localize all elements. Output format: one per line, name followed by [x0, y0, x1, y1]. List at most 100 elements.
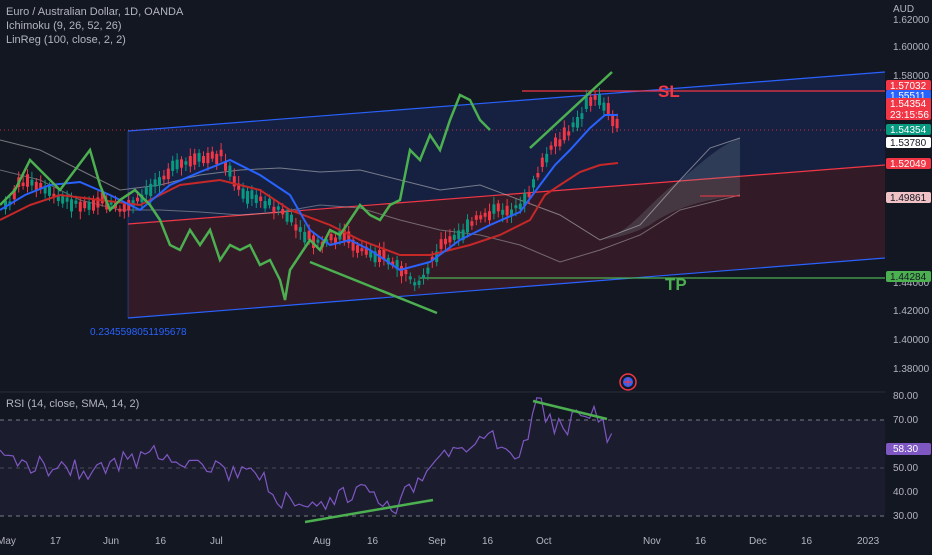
- candle-body: [109, 201, 113, 205]
- price-tag[interactable]: 1.44284: [886, 271, 931, 283]
- candle-body: [448, 236, 452, 243]
- candle-body: [39, 182, 43, 190]
- indicator-linreg-label[interactable]: LinReg (100, close, 2, 2): [6, 34, 126, 46]
- candle-body: [576, 117, 579, 128]
- candle-body: [70, 199, 73, 212]
- candle-body: [268, 198, 271, 206]
- candle-body: [56, 194, 60, 202]
- candle-body: [580, 113, 584, 119]
- rsi-tick-label: 70.00: [893, 415, 918, 426]
- candle-body: [65, 197, 69, 202]
- time-axis-label: Dec: [749, 536, 767, 547]
- candle-body: [369, 250, 373, 258]
- candle-body: [92, 199, 95, 211]
- candle-body: [470, 221, 474, 226]
- candle-body: [510, 209, 513, 217]
- symbol-title[interactable]: Euro / Australian Dollar, 1D, OANDA: [6, 6, 184, 18]
- candle-body: [52, 193, 56, 198]
- candle-body: [316, 239, 320, 243]
- linreg-lower-fill: [128, 165, 885, 318]
- candle-body: [43, 185, 47, 194]
- candle-body: [518, 203, 522, 210]
- time-axis-label: 16: [155, 536, 167, 547]
- time-axis-labels: May 17 Jun 16 Jul Aug 16 Sep 16 Oct Nov 16 Dec 16 2023: [0, 536, 880, 547]
- price-tag[interactable]: 1.57032: [886, 80, 931, 92]
- rsi-tick-label: 50.00: [893, 463, 918, 474]
- time-axis-label: Aug: [313, 536, 331, 547]
- price-tick-label: 1.58000: [893, 71, 930, 82]
- candle-body: [276, 206, 280, 210]
- candle-body: [606, 103, 610, 115]
- indicator-ichimoku-label[interactable]: Ichimoku (9, 26, 52, 26): [6, 20, 122, 32]
- candle-body: [202, 156, 205, 164]
- candle-body: [232, 176, 236, 187]
- candle-body: [149, 183, 153, 196]
- candle-body: [215, 153, 219, 165]
- candle-body: [382, 248, 386, 260]
- price-tag-label: 1.52049: [890, 159, 927, 170]
- candle-body: [100, 192, 104, 204]
- price-tag[interactable]: 1.52049: [886, 158, 931, 170]
- candle-body: [136, 197, 139, 202]
- candle-body: [593, 95, 597, 100]
- candle-body: [527, 192, 531, 198]
- candle-body: [558, 139, 562, 147]
- candle-body: [12, 188, 16, 200]
- economic-event-icon[interactable]: [619, 373, 637, 391]
- candle-body: [514, 205, 518, 209]
- candle-body: [611, 115, 615, 127]
- candle-body: [210, 151, 214, 159]
- candle-body: [417, 280, 421, 285]
- currency-label[interactable]: AUD: [893, 4, 915, 15]
- time-axis-label: Oct: [536, 536, 552, 547]
- rsi-tick-label: 40.00: [893, 487, 918, 498]
- candle-body: [329, 233, 333, 241]
- candle-body: [171, 160, 175, 171]
- price-tick-label: 1.40000: [893, 335, 930, 346]
- candle-body: [562, 127, 566, 141]
- candle-body: [122, 204, 126, 212]
- candle-body: [188, 156, 192, 167]
- candle-body: [61, 196, 65, 204]
- candle-body: [193, 153, 197, 165]
- ichimoku-tenkan: [0, 114, 618, 272]
- price-tag-label: 1.53780: [890, 138, 927, 149]
- price-tag-label: 1.44284: [890, 272, 927, 283]
- candle-body: [391, 261, 395, 266]
- candle-body: [224, 161, 227, 171]
- candle-body: [166, 168, 170, 180]
- candle-body: [413, 282, 417, 286]
- candle-body: [83, 201, 87, 209]
- countdown-label: 23:15:56: [890, 110, 929, 121]
- candle-body: [426, 267, 430, 274]
- candle-body: [285, 212, 289, 222]
- candle-body: [197, 152, 201, 162]
- candle-body: [325, 239, 329, 244]
- time-axis-label: 2023: [857, 536, 880, 547]
- price-tag[interactable]: 1.54354: [886, 124, 931, 136]
- rsi-tick-label: 30.00: [893, 511, 918, 522]
- rsi-current-label: 58.30: [893, 444, 918, 455]
- candle-body: [30, 179, 34, 186]
- linreg-upper-fill: [128, 72, 885, 224]
- candle-body: [237, 183, 241, 190]
- candle-body: [4, 200, 7, 210]
- candle-body: [554, 137, 557, 147]
- rsi-divergence-line-bottom: [304, 498, 434, 524]
- price-tag[interactable]: 1.49861: [886, 192, 931, 204]
- rsi-current-tag[interactable]: 58.30: [886, 443, 931, 455]
- candle-body: [571, 122, 575, 128]
- candle-body: [395, 260, 399, 270]
- rsi-tick-label: 80.00: [893, 391, 918, 402]
- candle-body: [153, 179, 157, 187]
- price-tag[interactable]: 1.53780: [886, 137, 931, 149]
- rsi-indicator-label[interactable]: RSI (14, close, SMA, 14, 2): [6, 398, 140, 410]
- price-tick-label: 1.62000: [893, 15, 930, 26]
- candle-body: [131, 200, 135, 206]
- candle-body: [74, 200, 78, 204]
- candle-body: [422, 274, 425, 279]
- candle-body: [501, 209, 505, 215]
